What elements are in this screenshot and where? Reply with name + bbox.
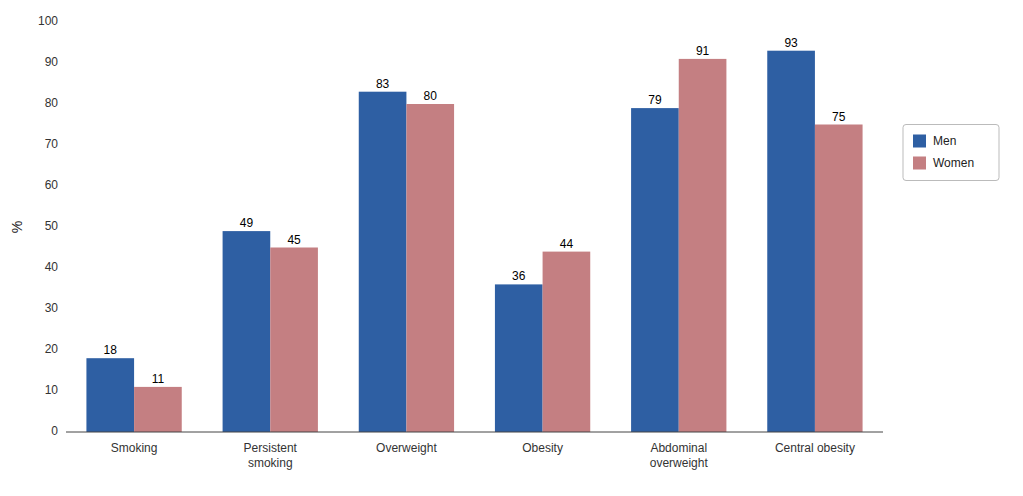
y-tick-label: 60 <box>45 178 59 192</box>
bar <box>134 387 182 432</box>
data-label: 45 <box>287 233 301 247</box>
bar <box>815 125 863 433</box>
x-tick-label: Central obesity <box>775 441 855 455</box>
x-tick-label: Smoking <box>111 441 158 455</box>
legend-swatch <box>913 157 926 170</box>
legend: Men Women <box>903 125 999 181</box>
x-tick-label-line: Abdominal <box>650 441 707 455</box>
x-tick-label: Obesity <box>522 441 563 455</box>
data-label: 18 <box>104 343 118 357</box>
x-tick-label: Persistentsmoking <box>244 441 298 470</box>
x-tick-label-line: Smoking <box>111 441 158 455</box>
legend-label: Men <box>933 134 956 148</box>
x-tick-label-line: Overweight <box>376 441 437 455</box>
data-label: 79 <box>648 93 662 107</box>
x-tick-label-line: Persistent <box>244 441 298 455</box>
legend-frame <box>903 125 999 181</box>
bar <box>223 231 271 432</box>
y-tick-label: 80 <box>45 96 59 110</box>
chart-container: 0 10 20 30 40 50 60 70 80 90 100% 18 49 83 36 79 93 11 45 8… <box>0 0 1023 496</box>
bar <box>767 51 815 432</box>
bar <box>495 284 543 432</box>
x-tick-label-line: Obesity <box>522 441 563 455</box>
data-label: 83 <box>376 77 390 91</box>
y-tick-label: 100 <box>38 14 58 28</box>
data-labels: 18 49 83 36 79 93 11 45 80 44 91 75 <box>104 36 846 386</box>
data-label: 91 <box>696 44 710 58</box>
y-tick-label: 0 <box>51 424 58 438</box>
y-tick-label: 50 <box>45 219 59 233</box>
bar <box>359 92 407 432</box>
legend-swatch <box>913 135 926 148</box>
x-tick-label-line: smoking <box>248 456 293 470</box>
y-axis-label: % <box>9 221 25 233</box>
data-label: 75 <box>832 110 846 124</box>
data-label: 11 <box>152 372 165 386</box>
x-tick-label: Overweight <box>376 441 437 455</box>
data-label: 44 <box>560 237 574 251</box>
bars <box>86 51 862 432</box>
x-tick-label-line: overweight <box>650 456 709 470</box>
bar <box>679 59 727 432</box>
y-tick-label: 20 <box>45 342 59 356</box>
y-tick-label: 40 <box>45 260 59 274</box>
chart-svg: 0 10 20 30 40 50 60 70 80 90 100% 18 49 83 36 79 93 11 45 8… <box>0 0 1023 496</box>
x-axis-line <box>66 432 883 433</box>
data-label: 93 <box>784 36 798 50</box>
y-tick-label: 70 <box>45 137 59 151</box>
data-label: 49 <box>240 216 254 230</box>
bar <box>543 252 591 432</box>
legend-label: Women <box>933 156 974 170</box>
bar <box>631 108 679 432</box>
data-label: 80 <box>424 89 438 103</box>
y-tick-label: 10 <box>45 383 59 397</box>
bar <box>270 248 318 433</box>
data-label: 36 <box>512 269 526 283</box>
y-tick-label: 30 <box>45 301 59 315</box>
x-tick-label-line: Central obesity <box>775 441 855 455</box>
y-tick-label: 90 <box>45 55 59 69</box>
bar <box>86 358 134 432</box>
x-tick-label: Abdominaloverweight <box>650 441 709 470</box>
bar <box>406 104 454 432</box>
